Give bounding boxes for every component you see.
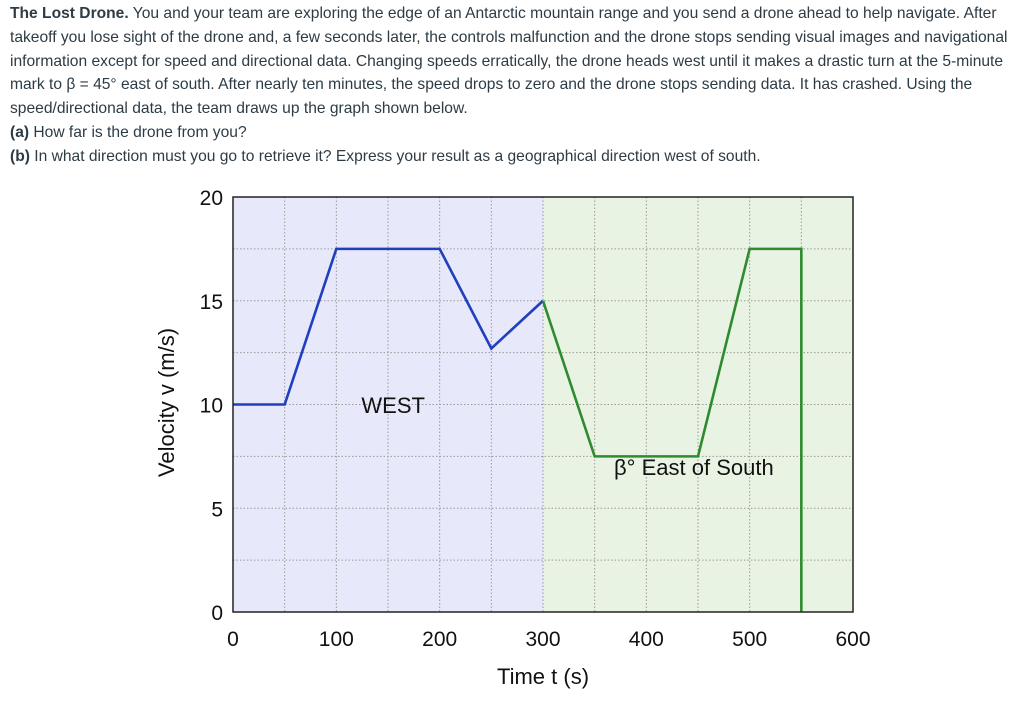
y-tick-label: 15: [200, 291, 223, 314]
part-a-label: (a): [10, 123, 30, 141]
series-lines: [233, 247, 803, 612]
x-tick-label: 0: [227, 628, 239, 651]
region-labels: WEST β° East of South: [361, 393, 773, 480]
part-b: (b) In what direction must you go to ret…: [10, 145, 1016, 169]
region-label-south: β° East of South: [614, 455, 774, 480]
region-label-west: WEST: [361, 393, 425, 418]
x-tick-label: 400: [629, 628, 664, 651]
part-b-text: In what direction must you go to retriev…: [34, 147, 761, 165]
tick-labels: 0 100 200 300 400 500 600 0 5 10 15 20: [200, 187, 871, 651]
x-tick-label: 500: [732, 628, 767, 651]
plot-frame: [232, 196, 854, 613]
y-tick-label: 20: [200, 187, 223, 210]
problem-paragraph: The Lost Drone. You and your team are ex…: [10, 2, 1016, 121]
x-tick-label: 200: [422, 628, 457, 651]
series-line-west: [233, 247, 544, 406]
y-tick-label: 5: [211, 498, 223, 521]
problem-title: The Lost Drone.: [10, 5, 129, 22]
x-tick-label: 600: [835, 628, 870, 651]
part-a: (a) How far is the drone from you?: [10, 121, 1016, 145]
problem-statement: The Lost Drone. You and your team are ex…: [10, 2, 1016, 169]
y-axis-label: Velocity v (m/s): [154, 328, 179, 477]
y-tick-label: 10: [200, 395, 223, 418]
x-axis-label: Time t (s): [497, 664, 589, 689]
x-tick-label: 100: [319, 628, 354, 651]
series-line-south: [541, 247, 803, 612]
x-tick-label: 300: [525, 628, 560, 651]
part-a-text: How far is the drone from you?: [33, 123, 247, 141]
y-tick-label: 0: [211, 602, 223, 625]
part-b-label: (b): [10, 147, 30, 165]
problem-body: You and your team are exploring the edge…: [10, 5, 1008, 118]
